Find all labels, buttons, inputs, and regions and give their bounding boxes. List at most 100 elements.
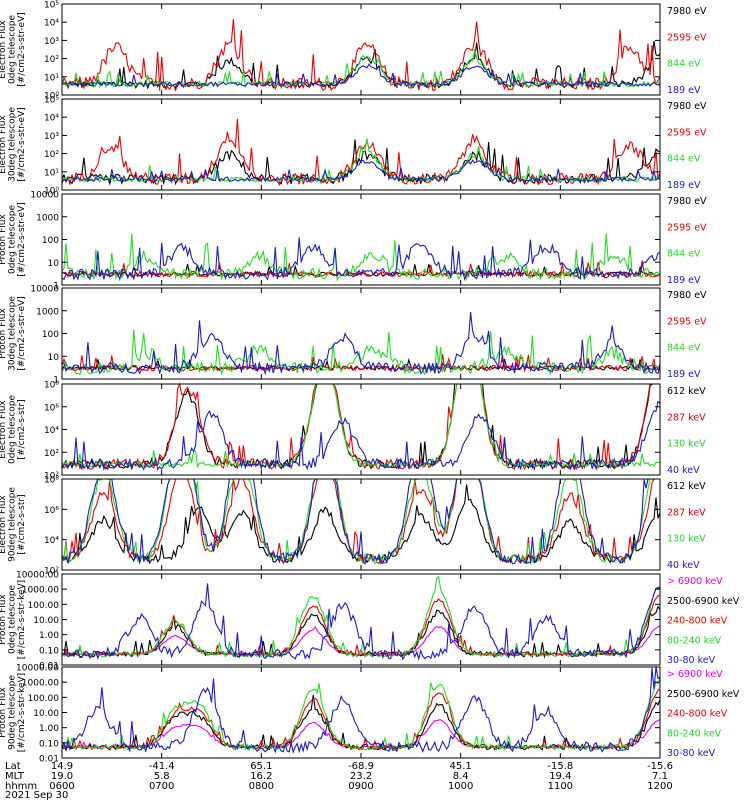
footer-value: 1100 <box>548 781 573 792</box>
footer-label-lat: Lat <box>5 761 21 772</box>
ylabel-line: Electron Flux <box>0 400 8 459</box>
panel-5-data <box>61 382 661 472</box>
footer-value: 45.1 <box>450 761 472 772</box>
panel-8-data <box>61 666 661 754</box>
y-tick-label: 10000 <box>30 191 59 201</box>
ylabel-line: [#/cm2-s-str] <box>17 399 27 459</box>
y-tick-label: 10⁶ <box>44 506 59 516</box>
footer-label-mlt: MLT <box>5 771 25 782</box>
ylabel-line: 90deg telescope <box>8 487 18 562</box>
panel-8-series-80-240-kev <box>61 677 661 752</box>
legend-entry: 7980 eV <box>667 6 707 17</box>
legend-entry: 7980 eV <box>667 196 707 207</box>
y-tick-label: 0.01 <box>39 662 59 672</box>
ylabel-line: Proton Flux <box>0 308 8 359</box>
panel-4-series-844-ev <box>61 329 661 376</box>
legend-entry: 80-240 keV <box>667 728 722 739</box>
y-tick-label: 0.10 <box>39 646 59 656</box>
ylabel-line: [#/cm2-s-str-eV] <box>17 12 27 87</box>
panel-8: 0.010.101.0010.00100.001000.0010000.00Pr… <box>0 664 740 765</box>
ylabel-line: Proton Flux <box>0 214 8 265</box>
ylabel-line: 30deg telescope <box>8 296 18 371</box>
legend-entry: 2595 eV <box>667 32 707 43</box>
legend-entry: 287 keV <box>667 507 706 518</box>
y-tick-label: 10¹ <box>44 168 59 178</box>
panel-2-series-189-ev <box>61 158 661 183</box>
y-tick-label: 10³ <box>44 132 59 142</box>
footer-value: 1200 <box>647 781 672 792</box>
y-tick-label: 10² <box>44 150 59 160</box>
panel-2-series-7980-ev <box>61 139 661 186</box>
footer-value: 1000 <box>448 781 473 792</box>
panel-3-ylabel: Proton Flux 0deg telescope [#/cm2-s-str-eV… <box>0 202 27 277</box>
panel-4-data <box>61 311 661 376</box>
ylabel-line: 0deg telescope <box>8 395 18 465</box>
y-tick-label: 10⁰ <box>44 92 59 102</box>
y-tick-label: 1 <box>53 376 59 386</box>
footer-value: 0600 <box>49 781 74 792</box>
panel-6-series-287-kev <box>61 478 660 565</box>
legend-entry: 40 keV <box>667 465 700 476</box>
ylabel-line: 30deg telescope <box>8 107 18 182</box>
footer-value: 16.2 <box>250 771 272 782</box>
y-tick-label: 10000.00 <box>16 571 59 581</box>
panel-3-series-844-ev <box>61 233 661 282</box>
footer-value: -68.9 <box>348 761 374 772</box>
ylabel-line: Proton Flux <box>0 687 8 738</box>
footer-value: 19.0 <box>51 771 73 782</box>
panel-7-series-2500-6900-kev <box>61 605 661 659</box>
y-tick-label: 10000.00 <box>16 664 59 674</box>
y-tick-label: 10⁴ <box>44 426 59 436</box>
footer-value: 0800 <box>249 781 274 792</box>
y-tick-label: 10⁶ <box>44 403 59 413</box>
y-tick-label: 10² <box>44 567 59 577</box>
legend-entry: 130 keV <box>667 439 706 450</box>
panel-5-series-130-kev <box>61 383 661 469</box>
y-tick-label: 10⁸ <box>44 381 59 391</box>
panel-2-series-2595-ev <box>61 118 661 186</box>
y-tick-label: 10² <box>44 449 59 459</box>
ylabel-line: 0deg telescope <box>8 585 18 655</box>
legend-entry: 844 eV <box>667 59 701 70</box>
panel-2-series-844-ev <box>61 138 661 183</box>
panel-2: 10⁰ 10¹ 10² 10³ 10⁴ 10⁵ TEDElectron Flux30deg … <box>0 96 707 197</box>
y-tick-label: 1000 <box>36 213 59 223</box>
legend-entry: 7980 eV <box>667 101 707 112</box>
panel-4-ylabel: Proton Flux 30deg telescope [#/cm2-s-str-e… <box>0 296 27 371</box>
ylabel-line: [#/cm2-s-str-eV] <box>17 202 27 277</box>
y-tick-label: 1000 <box>36 307 59 317</box>
legend-entry: 189 eV <box>667 275 701 286</box>
panel-8-series-30-80-kev <box>61 666 661 754</box>
legend-entry: 844 eV <box>667 343 701 354</box>
y-tick-label: 10² <box>44 55 59 65</box>
y-tick-label: 10⁵ <box>44 96 59 106</box>
footer-value: -15.6 <box>647 761 673 772</box>
footer-value: 0700 <box>149 781 174 792</box>
y-tick-label: 1 <box>53 282 59 292</box>
y-tick-label: 1.00 <box>39 631 59 641</box>
legend-entry: 844 eV <box>667 154 701 165</box>
panel-3-data <box>61 233 661 282</box>
y-tick-label: 10 <box>48 353 60 363</box>
panel-7-series-240-800-kev <box>61 595 661 657</box>
ylabel-line: Electron Flux <box>0 495 8 554</box>
legend-entry: 7980 eV <box>667 290 707 301</box>
ylabel-line: Electron Flux <box>0 115 8 174</box>
y-tick-label: 10⁰ <box>44 187 59 197</box>
panel-5-series-287-kev <box>61 382 660 471</box>
panel-1-series-844-ev <box>61 49 661 89</box>
y-tick-label: 10.00 <box>33 616 59 626</box>
y-tick-label: 100.00 <box>28 601 60 611</box>
legend-entry: 189 eV <box>667 369 701 380</box>
y-tick-label: 1000.00 <box>22 586 59 596</box>
legend-entry: 240-800 keV <box>667 709 728 720</box>
ylabel-line: 0deg telescope <box>8 15 18 85</box>
panel-3-series-2595-ev <box>61 260 661 279</box>
